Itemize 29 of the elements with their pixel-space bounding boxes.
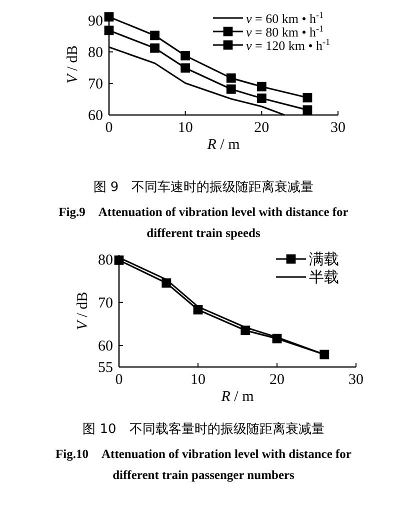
legend-label: v = 60 km • h$^{-1}$ xyxy=(246,10,324,26)
y-tick-label: 55 xyxy=(98,360,113,376)
y-tick-label: 80 xyxy=(98,252,113,268)
text: 图 9 不同车速时的振级随距离衰减量 xyxy=(92,179,315,196)
x-tick-label: 0 xyxy=(105,120,113,136)
x-tick-label: 10 xyxy=(190,372,206,388)
x-axis-title: R / m xyxy=(220,389,254,405)
y-axis-title: V / dB xyxy=(75,292,91,330)
x-tick-label: 20 xyxy=(270,372,284,388)
x-tick-label: 10 xyxy=(178,120,193,136)
y-axis-title: V / dB xyxy=(65,45,81,84)
legend-label: 满载 xyxy=(309,250,339,268)
x-tick-label: 20 xyxy=(254,120,270,136)
text: 图 10 不同载客量时的振级随距离衰减量 xyxy=(82,421,326,438)
legend-label: v = 80 km • h$^{-1}$ xyxy=(246,24,324,40)
y-tick-label: 90 xyxy=(88,13,103,30)
y-tick-label: 60 xyxy=(98,338,113,354)
text: Fig.10 Attenuation of vibration level with distance for different train passenger numbers xyxy=(54,446,352,484)
legend-label: 半载 xyxy=(309,268,339,286)
x-tick-label: 30 xyxy=(330,120,346,136)
y-tick-label: 70 xyxy=(98,295,113,312)
y-tick-label: 80 xyxy=(88,44,103,61)
text: Fig.9 Attenuation of vibration level with distance for different train speeds xyxy=(58,204,350,242)
x-axis-title: R / m xyxy=(206,137,240,153)
y-tick-label: 60 xyxy=(88,108,103,124)
x-tick-label: 30 xyxy=(348,372,364,388)
x-tick-label: 0 xyxy=(115,372,123,388)
y-tick-label: 70 xyxy=(88,76,103,92)
legend-label: v = 120 km • h$^{-1}$ xyxy=(246,37,330,53)
